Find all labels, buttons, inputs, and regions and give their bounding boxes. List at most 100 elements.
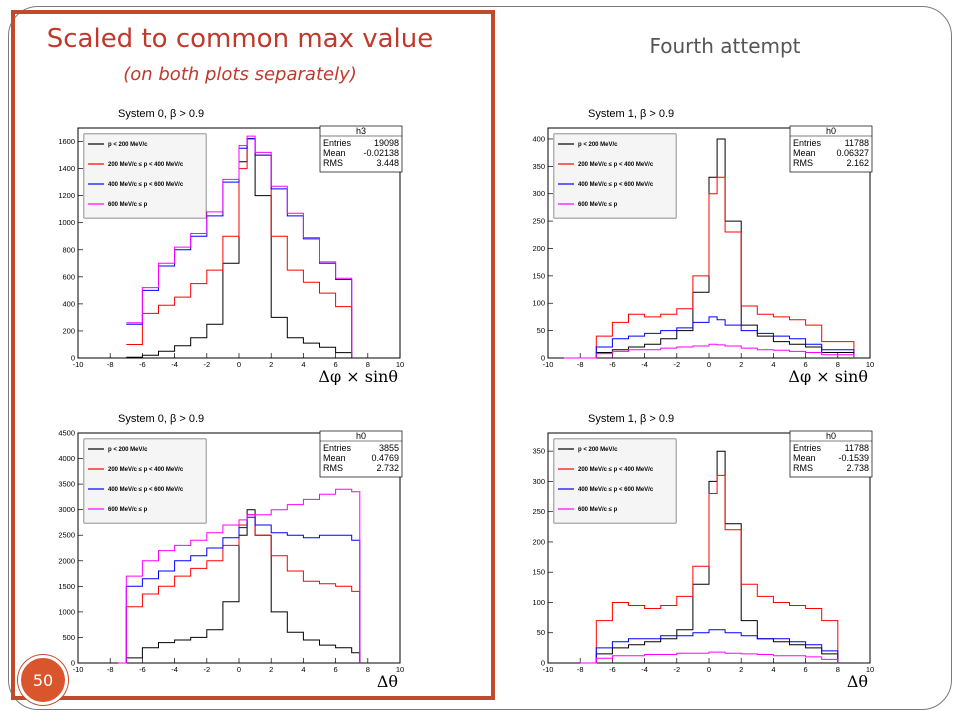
y-tick-label: 50 bbox=[537, 628, 545, 637]
x-tick-label: -10 bbox=[73, 665, 84, 674]
series-line-2 bbox=[118, 516, 361, 664]
series-line-3 bbox=[126, 135, 353, 358]
legend-label: p < 200 MeV/c bbox=[578, 447, 618, 453]
x-tick-label: -8 bbox=[577, 665, 584, 674]
y-tick-label: 200 bbox=[532, 244, 545, 253]
y-tick-label: 1000 bbox=[58, 218, 75, 227]
legend-label: 200 MeV/c ≤ p < 400 MeV/c bbox=[578, 467, 654, 473]
stats-key: Entries bbox=[323, 443, 352, 453]
x-tick-label: 4 bbox=[301, 360, 305, 369]
y-tick-label: 300 bbox=[532, 477, 545, 486]
y-tick-label: 100 bbox=[532, 299, 545, 308]
y-tick-label: 1200 bbox=[58, 191, 75, 200]
legend-label: 600 MeV/c ≤ p bbox=[108, 507, 148, 513]
x-tick-label: -8 bbox=[107, 665, 114, 674]
y-tick-label: 250 bbox=[532, 507, 545, 516]
legend: p < 200 MeV/c 200 MeV/c ≤ p < 400 MeV/c 40… bbox=[83, 438, 207, 524]
x-tick-label: 10 bbox=[866, 360, 874, 369]
series-line-2 bbox=[564, 316, 855, 359]
chart-panel-top-left: System 0, β > 0.9 0 200 400 600 800 1000 1200 14… bbox=[48, 100, 428, 385]
y-tick-label: 300 bbox=[532, 189, 545, 198]
slide-number-badge: 50 bbox=[18, 655, 68, 705]
y-tick-label: 2500 bbox=[58, 531, 75, 540]
legend-label: 600 MeV/c ≤ p bbox=[578, 202, 618, 208]
x-tick-label: -2 bbox=[203, 665, 210, 674]
stats-key: Mean bbox=[793, 453, 816, 463]
y-tick-label: 800 bbox=[62, 245, 75, 254]
chart-title: System 0, β > 0.9 bbox=[118, 108, 204, 120]
y-tick-label: 350 bbox=[532, 162, 545, 171]
legend-label: p < 200 MeV/c bbox=[108, 447, 148, 453]
x-tick-label: 4 bbox=[301, 665, 305, 674]
series-line-3 bbox=[580, 651, 839, 664]
legend: p < 200 MeV/c 200 MeV/c ≤ p < 400 MeV/c 40… bbox=[553, 438, 677, 524]
stats-name: h0 bbox=[356, 431, 366, 441]
x-axis-label: Δφ × sinθ bbox=[318, 367, 398, 385]
legend-label: 400 MeV/c ≤ p < 600 MeV/c bbox=[578, 487, 654, 493]
series-line-3 bbox=[118, 488, 361, 664]
stats-key: RMS bbox=[323, 158, 343, 168]
y-tick-label: 3500 bbox=[58, 480, 75, 489]
x-tick-label: -4 bbox=[641, 665, 648, 674]
stats-key: Mean bbox=[793, 148, 816, 158]
chart-panel-top-right: System 1, β > 0.9 0 50 100 150 200 250 300 350 40… bbox=[518, 100, 898, 385]
x-axis-label: Δφ × sinθ bbox=[788, 367, 868, 385]
x-tick-label: 6 bbox=[334, 360, 338, 369]
series-line-1 bbox=[126, 138, 353, 358]
series-line-0 bbox=[118, 509, 361, 664]
stats-name: h0 bbox=[826, 126, 836, 136]
x-tick-label: -4 bbox=[171, 665, 178, 674]
x-tick-label: 6 bbox=[804, 665, 808, 674]
x-tick-label: 4 bbox=[771, 360, 775, 369]
stats-frame bbox=[319, 125, 403, 173]
x-tick-label: -8 bbox=[577, 360, 584, 369]
stats-value: 11788 bbox=[845, 138, 869, 148]
legend-fill bbox=[84, 439, 206, 523]
stats-value: 2.738 bbox=[846, 463, 869, 473]
stats-value: 3855 bbox=[379, 443, 399, 453]
stats-frame bbox=[789, 430, 873, 478]
legend-label: 400 MeV/c ≤ p < 600 MeV/c bbox=[578, 182, 654, 188]
stats-key: Mean bbox=[323, 453, 346, 463]
x-tick-label: 0 bbox=[707, 360, 711, 369]
legend-label: p < 200 MeV/c bbox=[578, 142, 618, 148]
y-tick-label: 0 bbox=[541, 659, 545, 668]
x-tick-label: 0 bbox=[237, 665, 241, 674]
x-tick-label: 10 bbox=[396, 665, 404, 674]
x-tick-label: -4 bbox=[171, 360, 178, 369]
y-tick-label: 4500 bbox=[58, 429, 75, 438]
x-tick-label: -6 bbox=[609, 665, 616, 674]
right-title: Fourth attempt bbox=[649, 34, 801, 58]
stats-key: Entries bbox=[793, 443, 822, 453]
x-tick-label: 10 bbox=[866, 665, 874, 674]
y-tick-label: 500 bbox=[62, 633, 75, 642]
left-title: Scaled to common max value bbox=[46, 24, 434, 54]
y-tick-label: 400 bbox=[532, 134, 545, 143]
stats-box: h0 Entries 3855 Mean 0.4769 RMS 2.732 bbox=[319, 430, 403, 478]
legend-label: 200 MeV/c ≤ p < 400 MeV/c bbox=[578, 162, 654, 168]
stats-value: 11788 bbox=[845, 443, 869, 453]
stats-value: 0.06327 bbox=[836, 148, 869, 158]
y-tick-label: 4000 bbox=[58, 454, 75, 463]
stats-value: 0.4769 bbox=[371, 453, 399, 463]
legend-label: 600 MeV/c ≤ p bbox=[108, 202, 148, 208]
stats-value: 3.448 bbox=[376, 158, 399, 168]
y-tick-label: 1500 bbox=[58, 582, 75, 591]
y-tick-label: 1400 bbox=[58, 164, 75, 173]
x-tick-label: -6 bbox=[139, 665, 146, 674]
chart-panel-bottom-left: System 0, β > 0.9 0 500 1000 1500 2000 2500 300… bbox=[48, 405, 428, 690]
x-tick-label: 2 bbox=[739, 360, 743, 369]
series-line-1 bbox=[580, 474, 839, 664]
chart-svg: System 0, β > 0.9 0 500 1000 1500 2000 2500 300… bbox=[58, 413, 404, 690]
stats-box: h0 Entries 11788 Mean -0.1539 RMS 2.738 bbox=[789, 430, 873, 478]
y-tick-label: 600 bbox=[62, 272, 75, 281]
x-tick-label: 2 bbox=[739, 665, 743, 674]
stats-frame bbox=[789, 125, 873, 173]
y-tick-label: 150 bbox=[532, 271, 545, 280]
chart-svg: System 0, β > 0.9 0 200 400 600 800 1000 1200 14… bbox=[58, 108, 404, 385]
x-tick-label: 8 bbox=[366, 360, 370, 369]
x-tick-label: 2 bbox=[269, 665, 273, 674]
stats-key: RMS bbox=[323, 463, 343, 473]
x-tick-label: 10 bbox=[396, 360, 404, 369]
y-tick-label: 250 bbox=[532, 217, 545, 226]
